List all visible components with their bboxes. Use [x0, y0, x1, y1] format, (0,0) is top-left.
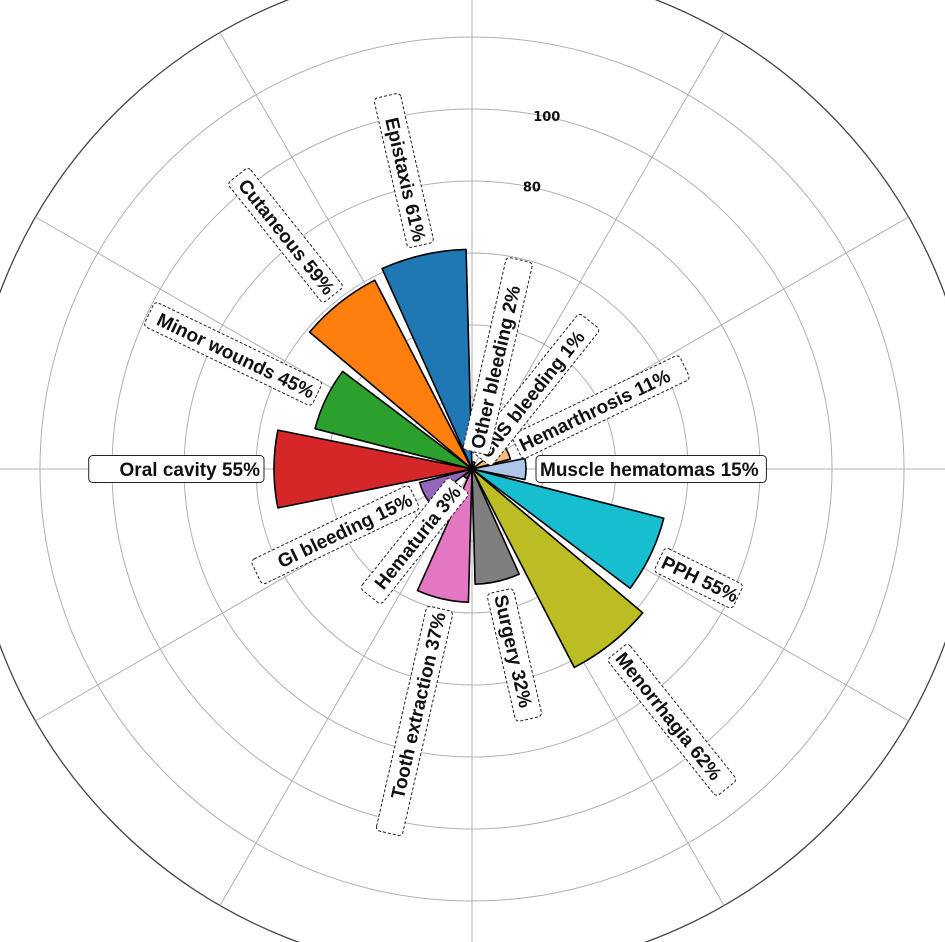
label-box: [654, 547, 743, 609]
label-text: Menorrhagia 62%: [611, 649, 726, 785]
label-text: Minor wounds 45%: [153, 310, 317, 404]
label-box: [88, 455, 265, 483]
label-box: [462, 257, 533, 455]
bars-group: [273, 248, 665, 669]
bar-surgery: [471, 468, 520, 585]
label-box: [471, 314, 600, 466]
label-oral-cavity: Oral cavity 55%: [88, 455, 265, 483]
label-text: Muscle hematomas 15%: [540, 460, 759, 481]
label-epistaxis: Epistaxis 61%: [373, 92, 434, 248]
label-surgery: Surgery 32%: [486, 588, 542, 722]
label-tooth-extraction: Tooth extraction 37%: [375, 605, 454, 836]
label-text: Oral cavity 55%: [120, 460, 261, 481]
bar-muscle-hematomas: [471, 457, 527, 481]
bar-pph: [471, 468, 665, 590]
bar-cutaneous: [308, 279, 473, 470]
label-box: [373, 92, 434, 248]
bar-menorrhagia: [471, 468, 644, 669]
label-box: [251, 485, 420, 585]
label-text: Surgery 32%: [489, 593, 535, 710]
bar-minor-wounds: [314, 370, 473, 470]
label-box: [511, 355, 690, 459]
label-muscle-hematomas: Muscle hematomas 15%: [535, 455, 767, 483]
center-dot: [469, 466, 475, 472]
radial-ticks: 80 100: [523, 110, 561, 195]
label-box: [228, 167, 343, 303]
bar-oral-cavity: [273, 429, 473, 509]
label-box: [486, 588, 542, 722]
label-box: [375, 605, 454, 836]
label-text: Cutaneous 59%: [233, 176, 338, 300]
label-minor-wounds: Minor wounds 45%: [144, 302, 323, 406]
label-box: [535, 455, 767, 483]
label-cutaneous: Cutaneous 59%: [228, 167, 343, 303]
label-menorrhagia: Menorrhagia 62%: [607, 644, 737, 796]
r-tick-label-100: 100: [533, 110, 560, 125]
bar-epistaxis: [381, 248, 473, 470]
label-text: Epistaxis 61%: [380, 116, 429, 244]
label-box: [360, 477, 469, 604]
label-box: [607, 644, 737, 796]
r-tick-label-80: 80: [523, 180, 541, 195]
label-box: [144, 302, 323, 406]
